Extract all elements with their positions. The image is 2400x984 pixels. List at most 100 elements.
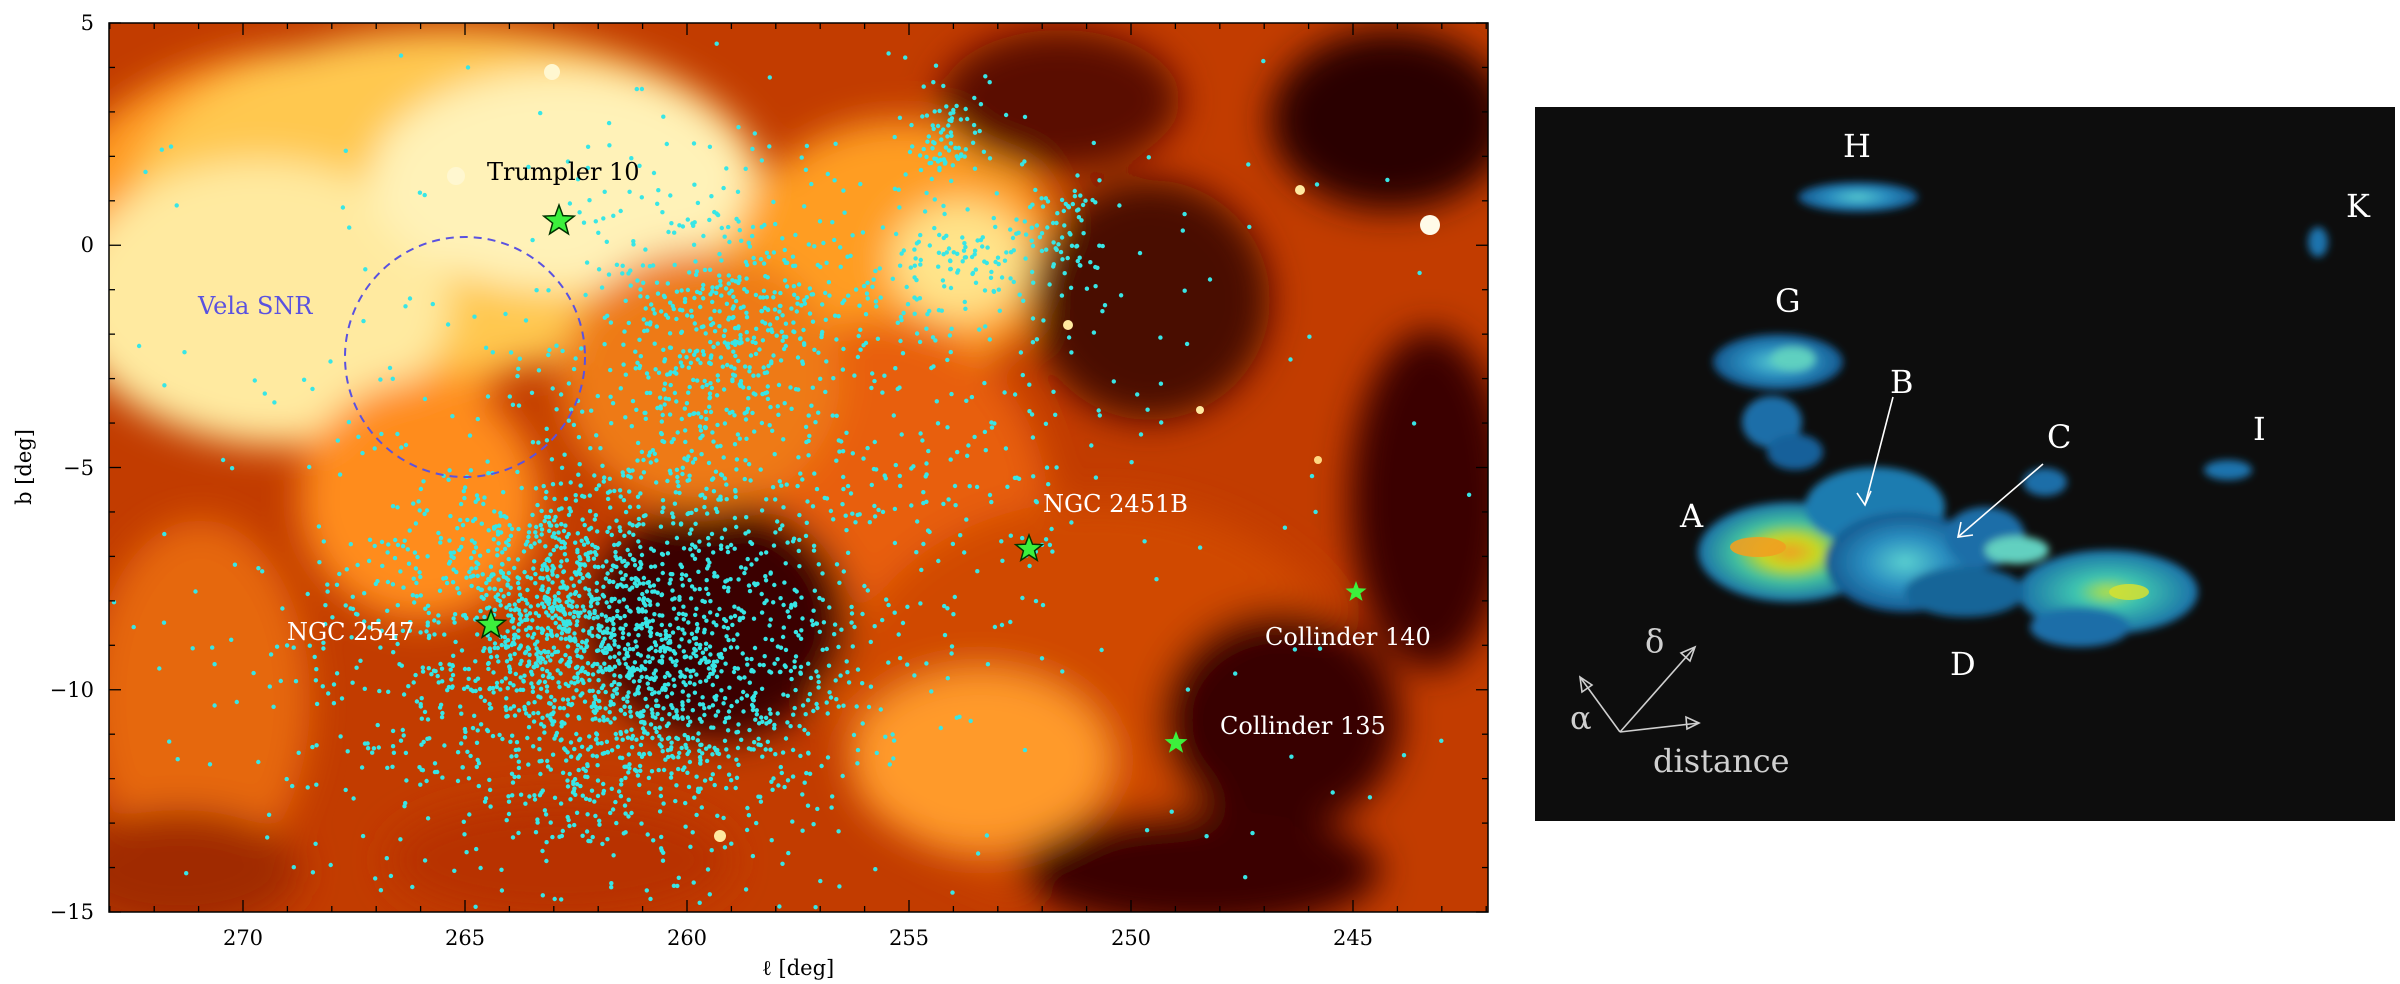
scatter-point	[676, 483, 681, 489]
scatter-point	[641, 280, 646, 285]
scatter-point	[569, 604, 575, 610]
scatter-point	[682, 765, 687, 770]
scatter-point	[543, 660, 548, 665]
scatter-point	[593, 219, 598, 224]
scatter-point	[515, 557, 521, 562]
scatter-point	[807, 433, 812, 439]
scatter-point	[540, 601, 545, 606]
scatter-point	[470, 725, 476, 731]
scatter-point	[942, 632, 948, 638]
scatter-point	[688, 674, 693, 679]
scatter-point	[497, 732, 502, 738]
scatter-point	[393, 537, 398, 543]
scatter-point	[632, 558, 637, 563]
scatter-point	[933, 63, 939, 68]
trumpler-10-star-marker	[541, 202, 577, 236]
scatter-point	[996, 287, 1001, 292]
scatter-point	[676, 611, 682, 616]
scatter-point	[599, 741, 604, 746]
scatter-point	[1289, 754, 1294, 759]
scatter-point	[577, 593, 582, 599]
scatter-point	[872, 624, 877, 629]
scatter-point	[721, 701, 726, 706]
scatter-point	[790, 774, 796, 779]
scatter-point	[691, 411, 696, 416]
scatter-point	[1034, 500, 1040, 505]
scatter-point	[447, 468, 452, 473]
scatter-point	[680, 471, 685, 477]
scatter-point	[602, 630, 607, 635]
scatter-point	[1059, 293, 1065, 298]
scatter-point	[560, 697, 566, 702]
scatter-point	[725, 626, 731, 631]
scatter-point	[595, 601, 600, 606]
scatter-point	[651, 838, 656, 843]
scatter-point	[498, 687, 503, 692]
scatter-point	[398, 837, 403, 842]
scatter-point	[569, 407, 574, 412]
scatter-point	[667, 412, 673, 417]
scatter-point	[1060, 669, 1065, 674]
scatter-point	[704, 586, 709, 591]
scatter-point	[771, 353, 776, 358]
scatter-point	[596, 698, 602, 704]
scatter-point	[747, 365, 752, 370]
scatter-point	[824, 646, 829, 652]
scatter-point	[515, 575, 520, 580]
scatter-point	[804, 770, 809, 776]
annotation-arrows	[1856, 396, 2044, 538]
scatter-point	[862, 583, 867, 589]
scatter-point	[965, 453, 970, 458]
scatter-point	[653, 367, 658, 372]
scatter-point	[747, 244, 753, 249]
trumpler-10-label: Trumpler 10	[487, 158, 640, 186]
scatter-point	[623, 509, 629, 515]
scatter-point	[1078, 193, 1083, 198]
scatter-point	[450, 580, 456, 585]
scatter-point	[355, 562, 360, 568]
scatter-point	[411, 680, 416, 685]
scatter-point	[547, 701, 552, 706]
scatter-point	[539, 722, 544, 727]
scatter-point	[504, 714, 509, 719]
scatter-point	[482, 799, 488, 804]
scatter-point	[654, 458, 659, 463]
scatter-point	[648, 460, 653, 465]
scatter-point	[816, 685, 821, 690]
scatter-point	[535, 625, 540, 630]
scatter-point	[763, 391, 768, 396]
scatter-point	[570, 790, 576, 795]
scatter-point	[406, 684, 411, 689]
scatter-point	[510, 835, 516, 840]
scatter-point	[475, 757, 480, 763]
scatter-point	[794, 589, 799, 594]
scatter-point	[471, 573, 476, 578]
scatter-point	[571, 583, 576, 588]
scatter-point	[580, 409, 585, 414]
scatter-point	[789, 602, 794, 608]
scatter-point	[963, 306, 968, 311]
scatter-point	[735, 745, 741, 751]
scatter-point	[552, 518, 557, 523]
scatter-point	[731, 669, 737, 675]
scatter-point	[549, 652, 555, 657]
scatter-point	[627, 530, 632, 535]
scatter-point	[724, 407, 729, 412]
scatter-point	[872, 439, 877, 445]
scatter-point	[892, 540, 898, 546]
scatter-point	[583, 768, 588, 774]
scatter-point	[370, 750, 375, 755]
scatter-point	[505, 686, 510, 691]
scatter-point	[535, 603, 541, 608]
scatter-point	[814, 669, 819, 674]
scatter-point	[462, 832, 467, 837]
scatter-point	[444, 580, 450, 586]
scatter-point	[776, 412, 781, 417]
scatter-point	[547, 597, 552, 602]
scatter-point	[781, 346, 787, 352]
scatter-point	[1182, 288, 1187, 293]
scatter-point	[791, 712, 796, 717]
scatter-point	[626, 690, 631, 695]
scatter-point	[950, 890, 955, 895]
scatter-point	[410, 884, 415, 890]
